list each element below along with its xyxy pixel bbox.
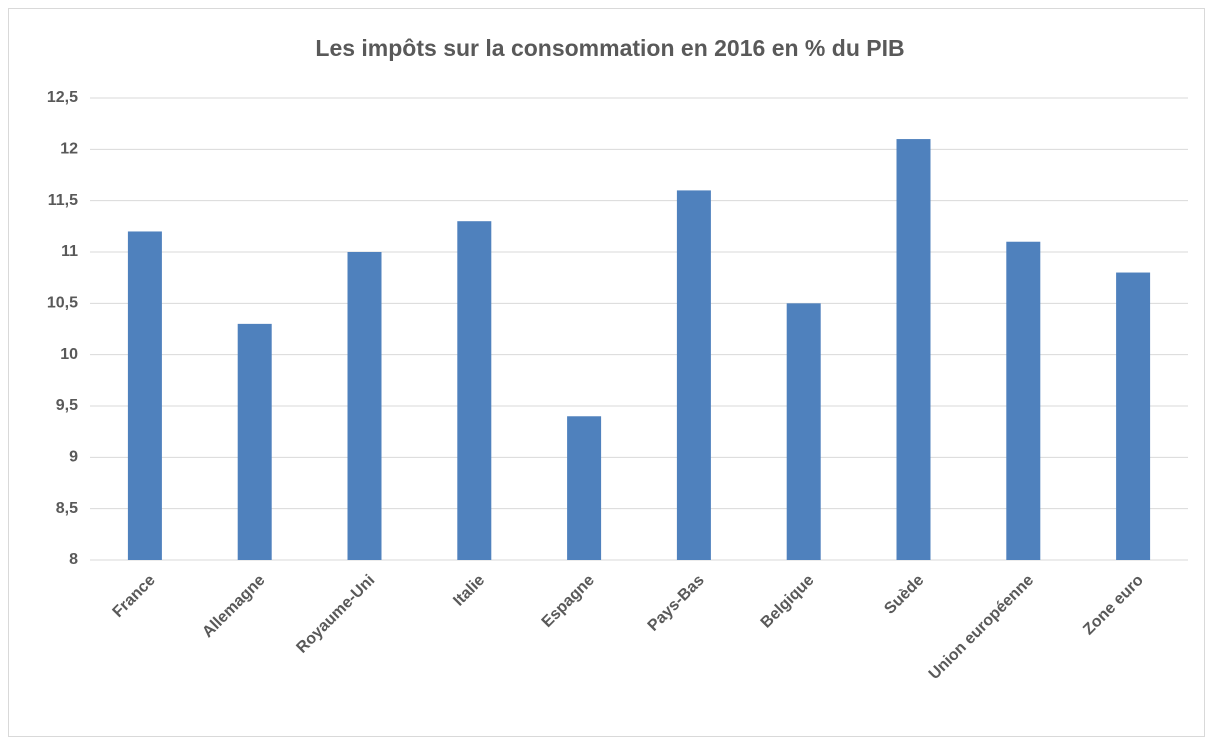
y-tick-label: 11 (61, 243, 78, 260)
bar (896, 139, 931, 561)
bar (1006, 241, 1041, 560)
bar (786, 303, 821, 560)
y-tick-label: 8 (69, 551, 78, 568)
y-tick-label: 9 (69, 449, 78, 466)
y-tick-label: 10 (60, 346, 78, 363)
bar (347, 252, 382, 560)
bar (457, 221, 492, 560)
y-tick-label: 12,5 (47, 89, 78, 106)
bar (127, 231, 162, 560)
chart-title: Les impôts sur la consommation en 2016 e… (315, 35, 904, 61)
bar (1116, 272, 1151, 560)
y-tick-label: 10,5 (47, 295, 78, 312)
y-tick-label: 11,5 (48, 192, 78, 209)
y-tick-label: 8,5 (56, 500, 78, 517)
bar (676, 190, 711, 560)
bar (237, 323, 272, 560)
y-tick-label: 12 (60, 141, 78, 158)
y-tick-label: 9,5 (56, 397, 78, 414)
bar (567, 416, 602, 560)
chart-border (8, 8, 1205, 737)
